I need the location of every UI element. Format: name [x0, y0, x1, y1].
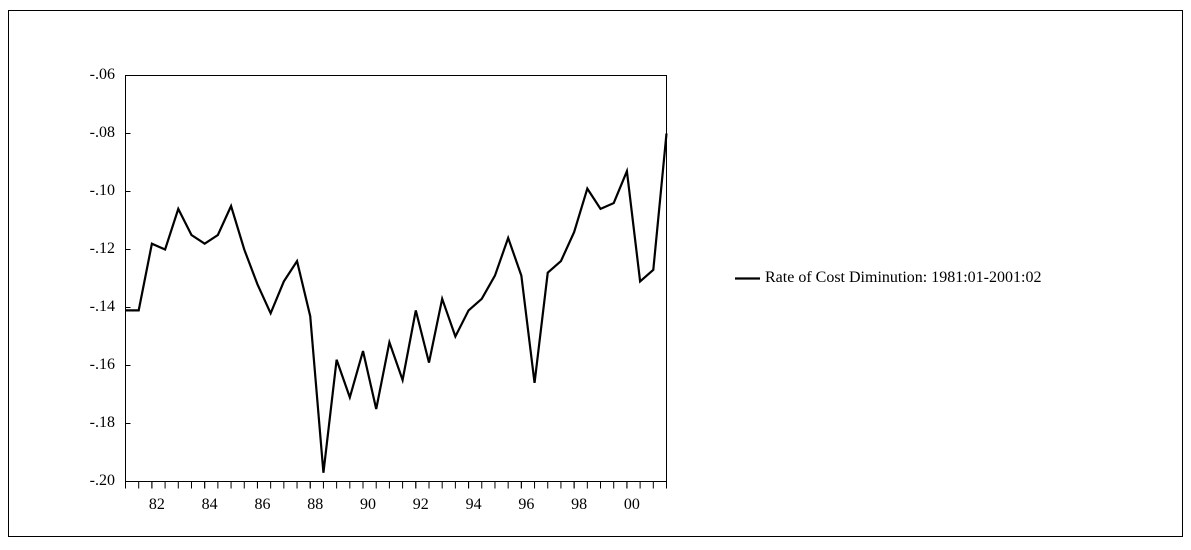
y-tick-label: -.08 [90, 124, 115, 141]
y-tick-label: -.20 [90, 472, 115, 489]
x-tick-label: 94 [466, 496, 482, 513]
x-tick-label: 84 [202, 496, 218, 513]
y-tick-label: -.06 [90, 66, 115, 83]
x-tick-label: 00 [624, 496, 640, 513]
y-tick-label: -.10 [90, 182, 115, 199]
x-tick-label: 90 [360, 496, 376, 513]
plot-area [125, 75, 667, 482]
x-tick-label: 82 [149, 496, 165, 513]
x-tick-label: 98 [571, 496, 587, 513]
y-tick-label: -.14 [90, 298, 115, 315]
x-tick-label: 86 [254, 496, 270, 513]
x-tick-label: 96 [518, 496, 534, 513]
frame [8, 10, 1183, 537]
legend-label: Rate of Cost Diminution: 1981:01-2001:02 [765, 269, 1041, 286]
series-line [125, 133, 668, 473]
y-tick-label: -.16 [90, 356, 115, 373]
x-tick-label: 92 [413, 496, 429, 513]
y-tick-label: -.12 [90, 240, 115, 257]
y-tick-label: -.18 [90, 414, 115, 431]
x-tick-label: 88 [307, 496, 323, 513]
